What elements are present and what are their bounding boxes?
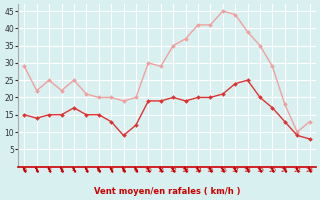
X-axis label: Vent moyen/en rafales ( km/h ): Vent moyen/en rafales ( km/h ) [94,187,240,196]
